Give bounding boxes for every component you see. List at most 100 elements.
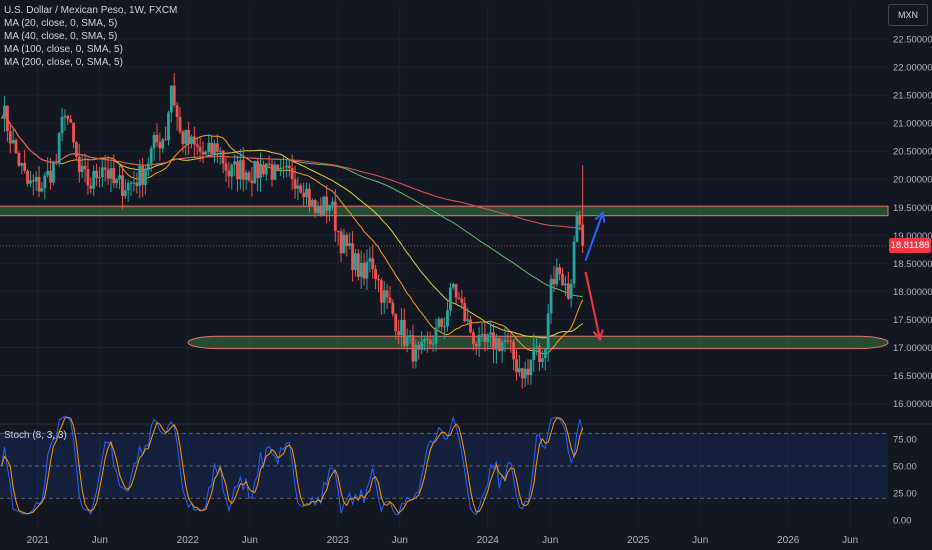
candle-body xyxy=(469,319,472,333)
candle-body xyxy=(172,85,176,106)
candle-body xyxy=(103,167,107,170)
candle-body xyxy=(402,320,406,346)
price-tick-label: 20.50000 xyxy=(893,147,932,158)
candle-body xyxy=(3,105,6,119)
candle-body xyxy=(417,344,421,350)
price-tick-label: 20.00000 xyxy=(893,175,932,186)
candle-body xyxy=(210,142,214,154)
currency-unit-button[interactable]: MXN xyxy=(888,4,928,26)
candle-body xyxy=(368,258,372,262)
candle-body xyxy=(339,231,343,254)
price-tick-label: 19.50000 xyxy=(893,203,932,214)
candle-body xyxy=(480,334,484,336)
candle-body xyxy=(302,192,306,198)
candle-body xyxy=(158,142,162,149)
candle-body xyxy=(282,167,285,169)
price-tick-label: 21.00000 xyxy=(893,119,932,130)
candle-body xyxy=(408,335,412,337)
candle-body xyxy=(460,298,464,304)
candle-body xyxy=(520,368,524,379)
candle-body xyxy=(8,131,12,144)
candle-body xyxy=(54,162,58,164)
candle-body xyxy=(425,339,429,341)
candle-body xyxy=(264,163,268,175)
candle-body xyxy=(483,334,487,342)
candle-body xyxy=(322,196,326,216)
candle-body xyxy=(474,344,478,347)
candle-body xyxy=(138,165,142,186)
candle-body xyxy=(575,215,579,242)
stoch-legend[interactable]: Stoch (8, 3, 3) xyxy=(4,430,67,441)
candle-body xyxy=(201,151,205,155)
candle-body xyxy=(365,261,369,279)
candle-body xyxy=(523,368,527,379)
candle-body xyxy=(161,139,165,149)
candle-body xyxy=(394,313,398,332)
ma100-legend[interactable]: MA (100, close, 0, SMA, 5) xyxy=(4,44,123,55)
candle-body xyxy=(29,180,32,184)
candle-body xyxy=(34,176,38,182)
candle-body xyxy=(356,253,360,277)
candle-body xyxy=(60,116,64,134)
candle-body xyxy=(532,347,536,360)
candle-body xyxy=(578,215,582,225)
candle-body xyxy=(14,139,18,153)
candle-body xyxy=(541,358,544,363)
candle-body xyxy=(52,162,55,183)
candle-body xyxy=(443,326,447,328)
candle-body xyxy=(497,337,501,351)
candle-body xyxy=(267,163,271,165)
price-tick-label: 17.50000 xyxy=(893,315,932,326)
candle-body xyxy=(238,160,242,180)
candle-body xyxy=(279,168,283,170)
candle-body xyxy=(17,152,21,166)
candle-body xyxy=(362,262,366,279)
candle-body xyxy=(515,359,518,373)
bearish-arrow xyxy=(584,271,604,342)
ma20-legend[interactable]: MA (20, close, 0, SMA, 5) xyxy=(4,18,118,29)
candle-body xyxy=(564,283,567,286)
candle-body xyxy=(69,119,73,123)
candle-body xyxy=(92,170,96,189)
time-tick-label: Jun xyxy=(692,535,708,546)
candle-body xyxy=(181,131,185,144)
candle-body xyxy=(167,112,170,140)
candle-body xyxy=(287,165,291,169)
candle-body xyxy=(207,142,211,152)
candle-body xyxy=(192,136,196,145)
candle-body xyxy=(121,175,124,197)
candle-body xyxy=(290,168,294,180)
time-tick-label: Jun xyxy=(92,535,108,546)
candle-body xyxy=(144,170,147,185)
time-tick-label: 2021 xyxy=(27,535,50,546)
candle-body xyxy=(149,148,153,164)
candle-body xyxy=(46,170,50,176)
candle-body xyxy=(115,179,119,184)
candle-body xyxy=(448,287,452,311)
candle-body xyxy=(391,302,395,314)
candle-body xyxy=(555,267,559,285)
bearish-arrow-shaft xyxy=(584,271,601,340)
ma40-legend[interactable]: MA (40, close, 0, SMA, 5) xyxy=(4,31,118,42)
time-tick-label: Jun xyxy=(242,535,258,546)
candle-body xyxy=(345,234,349,246)
candle-body xyxy=(86,169,90,186)
candle-body xyxy=(178,116,182,132)
candle-body xyxy=(581,224,585,246)
candle-body xyxy=(49,170,52,183)
candle-body xyxy=(535,346,539,348)
candle-body xyxy=(463,303,467,322)
candle-body xyxy=(224,163,228,171)
candle-body xyxy=(285,165,288,168)
candle-body xyxy=(213,143,216,154)
candle-body xyxy=(538,346,541,363)
candle-body xyxy=(477,335,481,347)
bullish-arrow-shaft xyxy=(584,212,604,261)
ma200-legend[interactable]: MA (200, close, 0, SMA, 5) xyxy=(4,57,123,68)
candle-body xyxy=(247,172,251,181)
candle-body xyxy=(420,341,424,350)
candle-body xyxy=(552,279,556,285)
candle-body xyxy=(57,133,61,163)
candle-body xyxy=(141,165,144,185)
